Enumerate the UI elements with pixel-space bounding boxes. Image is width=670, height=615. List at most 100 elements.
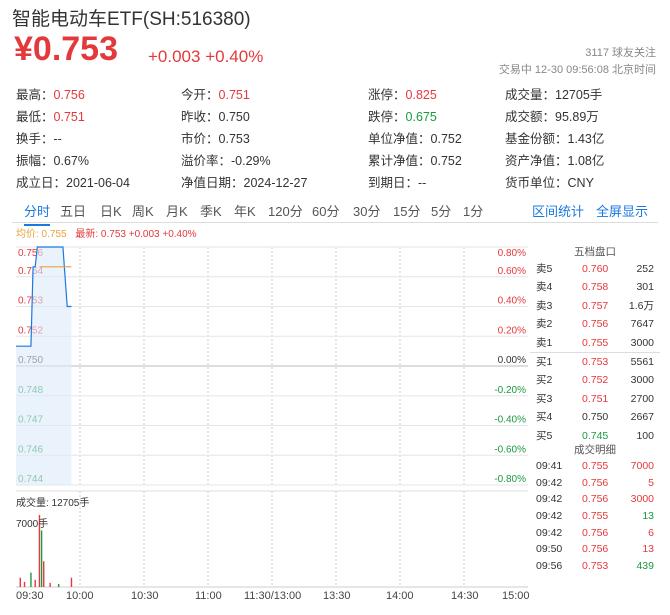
stat-value: --: [53, 132, 62, 146]
stat-value: 0.752: [430, 154, 462, 168]
orderbook-volume: 7647: [630, 318, 654, 331]
stat-value: 1.43亿: [567, 132, 605, 146]
fullscreen-link[interactable]: 全屏显示: [596, 204, 649, 219]
stat-label: 基金份额：: [505, 132, 568, 146]
orderbook-row[interactable]: 买5 0.745 100: [530, 427, 660, 445]
tab-8[interactable]: 60分: [312, 204, 340, 219]
volume-max-label: 7000手: [16, 519, 49, 530]
stat-value: 0.675: [405, 110, 437, 124]
stat-label: 跌停：: [368, 110, 406, 124]
stat-label: 今开：: [181, 88, 219, 102]
y-pct-label: -0.60%: [494, 444, 526, 455]
x-tick-label: 10:30: [131, 590, 159, 602]
stat-cell: 资产净值：1.08亿: [505, 150, 604, 169]
x-tick-label: 14:30: [451, 590, 479, 602]
stat-value: --: [418, 176, 427, 190]
stat-cell: 货币单位：CNY: [505, 172, 594, 191]
trade-time: 09:42: [536, 510, 563, 523]
stat-cell: 市价：0.753: [181, 128, 250, 147]
trade-volume: 3000: [630, 493, 654, 506]
trade-price: 0.755: [582, 460, 609, 472]
stat-value: 95.89万: [555, 110, 599, 124]
order-book: 五档盘口 卖5 0.760 252 卖4 0.758 301 卖3 0.757 1.6万 卖2 0.7…: [530, 244, 660, 445]
stat-label: 涨停：: [368, 88, 406, 102]
y-pct-label: -0.80%: [494, 474, 526, 485]
orderbook-level: 买1: [536, 355, 553, 368]
stat-cell: 溢价率：-0.29%: [181, 150, 271, 169]
trade-time: 09:42: [536, 493, 563, 506]
orderbook-price: 0.755: [582, 336, 609, 349]
tab-9[interactable]: 30分: [353, 204, 381, 219]
orderbook-row[interactable]: 卖4 0.758 301: [530, 278, 660, 296]
stat-label: 货币单位：: [505, 176, 568, 190]
trade-price: 0.753: [582, 560, 609, 573]
fund-title: 智能电动车ETF(SH:516380): [12, 9, 251, 30]
orderbook-volume: 3000: [630, 374, 654, 387]
x-tick-label: 11:30/13:00: [244, 590, 302, 602]
tab-5[interactable]: 季K: [200, 204, 222, 219]
trade-details: 成交明细 09:41 0.755 7000 09:42 0.756 5 09:42 0.756 3…: [530, 442, 660, 575]
volume-label: 成交量: 12705手: [16, 498, 90, 509]
stat-label: 成交额：: [505, 110, 556, 124]
tab-1[interactable]: 五日: [60, 204, 87, 219]
trade-row: 09:42 0.756 6: [530, 525, 660, 542]
stat-cell: 单位净值：0.752: [368, 128, 462, 147]
trade-time: 09:42: [536, 476, 563, 489]
trade-price: 0.756: [582, 476, 609, 489]
tab-0[interactable]: 分时: [24, 201, 51, 226]
x-tick-label: 10:00: [66, 590, 94, 602]
trading-status: 交易中 12-30 09:56:08 北京时间: [498, 64, 656, 76]
trade-time: 09:56: [536, 560, 563, 573]
tab-7[interactable]: 120分: [268, 204, 303, 219]
orderbook-row[interactable]: 卖5 0.760 252: [530, 260, 660, 278]
orderbook-row[interactable]: 卖3 0.757 1.6万: [530, 297, 660, 315]
y-tick-label: 0.753: [18, 296, 43, 307]
stat-value: 0.751: [53, 110, 85, 124]
tab-6[interactable]: 年K: [234, 204, 256, 219]
orderbook-level: 买3: [536, 392, 553, 405]
x-tick-label: 15:00: [502, 590, 530, 602]
price-line: [16, 246, 72, 347]
stat-cell: 最低：0.751: [16, 106, 85, 125]
orderbook-price: 0.750: [582, 411, 609, 424]
stat-value: 0.825: [405, 88, 437, 102]
stat-cell: 到期日：--: [368, 172, 426, 191]
stat-cell: 基金份额：1.43亿: [505, 128, 604, 147]
trade-price: 0.755: [582, 510, 609, 523]
range-stats-link[interactable]: 区间统计: [532, 204, 585, 219]
orderbook-level: 卖3: [536, 299, 553, 312]
stat-value: 0.756: [53, 88, 85, 102]
current-price: ¥0.753: [14, 30, 118, 68]
orderbook-row[interactable]: 买4 0.750 2667: [530, 408, 660, 426]
stat-label: 资产净值：: [505, 154, 568, 168]
stat-value: 0.752: [430, 132, 462, 146]
orderbook-price: 0.758: [582, 281, 609, 294]
tab-11[interactable]: 5分: [431, 204, 452, 219]
tab-4[interactable]: 月K: [166, 204, 188, 219]
trade-volume: 439: [636, 560, 654, 573]
orderbook-volume: 5561: [630, 355, 654, 368]
tab-12[interactable]: 1分: [463, 204, 484, 219]
tab-3[interactable]: 周K: [132, 204, 154, 219]
tab-2[interactable]: 日K: [100, 204, 122, 219]
stat-cell: 换手：--: [16, 128, 62, 147]
y-tick-label: 0.754: [18, 266, 43, 277]
intraday-chart[interactable]: 0.756 0.80% 0.754 0.60% 0.753 0.40% 0.752 0.20%…: [0, 235, 530, 615]
orderbook-row[interactable]: 买2 0.752 3000: [530, 371, 660, 389]
tab-10[interactable]: 15分: [393, 204, 421, 219]
orderbook-row[interactable]: 卖1 0.755 3000: [530, 334, 660, 352]
orderbook-separator: [530, 351, 660, 353]
stat-value: -0.29%: [231, 154, 271, 168]
orderbook-row[interactable]: 买1 0.753 5561: [530, 353, 660, 371]
trade-row: 09:56 0.753 439: [530, 558, 660, 575]
follow-count[interactable]: 3117 球友关注: [585, 47, 656, 59]
stat-label: 到期日：: [368, 176, 419, 190]
stat-cell: 累计净值：0.752: [368, 150, 462, 169]
stat-cell: 振幅：0.67%: [16, 150, 89, 169]
orderbook-level: 卖2: [536, 318, 553, 331]
y-tick-label: 0.752: [18, 325, 43, 336]
orderbook-row[interactable]: 买3 0.751 2700: [530, 390, 660, 408]
trade-time: 09:42: [536, 526, 563, 539]
stat-value: 0.751: [218, 88, 250, 102]
orderbook-row[interactable]: 卖2 0.756 7647: [530, 315, 660, 333]
